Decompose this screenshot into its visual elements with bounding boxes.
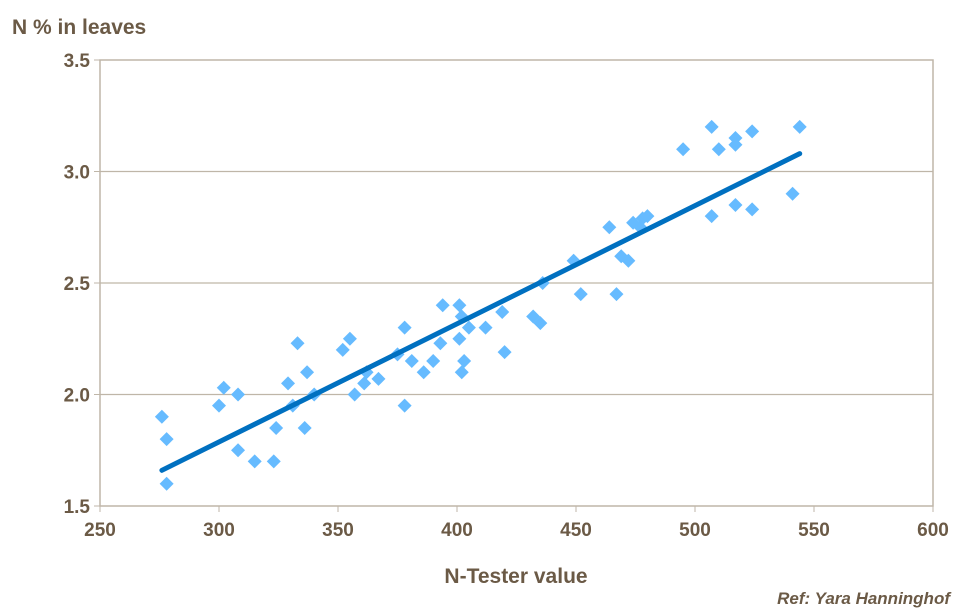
data-point [533,316,548,331]
data-point [154,409,169,424]
y-tick-label: 2.5 [64,274,91,295]
data-point [281,376,296,391]
data-point [435,298,450,313]
data-point [159,476,174,491]
data-point [404,354,419,369]
data-point [461,320,476,335]
data-point [676,142,691,157]
x-tick-label: 250 [84,520,116,541]
data-point [335,342,350,357]
data-point [371,371,386,386]
data-point [495,304,510,319]
x-tick-label: 450 [560,520,592,541]
data-point [357,376,372,391]
data-point [745,202,760,217]
data-point [397,320,412,335]
data-point [269,420,284,435]
data-point [704,209,719,224]
data-point [426,354,441,369]
data-point [609,287,624,302]
data-point [478,320,493,335]
data-point [216,380,231,395]
data-point [290,336,305,351]
data-point [397,398,412,413]
reference-note: Ref: Yara Hanninghof [777,589,952,608]
data-point [573,287,588,302]
x-tick-label: 400 [441,520,473,541]
y-tick-label: 3.0 [64,163,90,184]
y-tick-label: 3.5 [64,51,91,72]
x-tick-label: 350 [322,520,354,541]
y-tick-label: 2.0 [64,386,90,407]
data-point [266,454,281,469]
data-point [454,365,469,380]
data-point [711,142,726,157]
data-point [792,119,807,134]
data-point [247,454,262,469]
data-point [457,354,472,369]
data-point [212,398,226,413]
data-point [452,331,467,346]
data-point [231,443,246,458]
x-tick-label: 600 [917,520,949,541]
data-point [231,387,246,402]
data-point [602,220,617,235]
data-point [497,345,512,360]
data-point [452,298,467,313]
data-point [704,119,719,134]
data-point [640,209,655,224]
data-point [728,197,743,212]
data-point [621,253,636,268]
data-point [785,186,800,201]
data-point [159,432,174,447]
x-tick-label: 550 [798,520,830,541]
trend-line [159,151,803,473]
data-point [297,420,312,435]
y-axis-label: N % in leaves [12,16,146,39]
x-axis-label: N-Tester value [444,565,587,588]
data-point [416,365,431,380]
data-point [300,365,315,380]
data-point [745,124,760,139]
data-point [433,336,448,351]
x-tick-label: 300 [203,520,235,541]
data-point [347,387,362,402]
y-tick-label: 1.5 [64,497,91,518]
data-point [342,331,357,346]
data-point [728,137,743,152]
x-tick-label: 500 [679,520,711,541]
